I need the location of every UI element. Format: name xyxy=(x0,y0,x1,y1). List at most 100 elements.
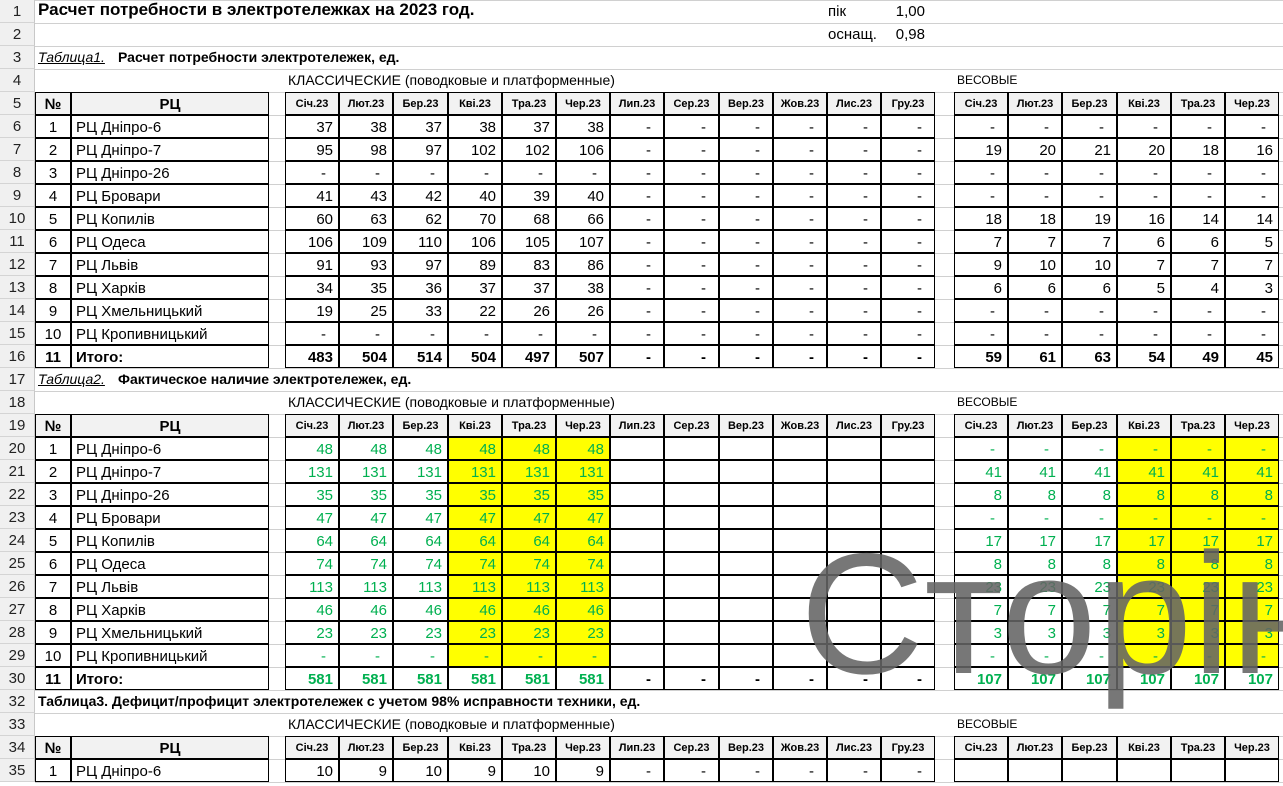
month-value-cell[interactable] xyxy=(827,598,881,621)
month-value-cell[interactable]: - xyxy=(339,644,393,667)
rc-name[interactable]: РЦ Копилів xyxy=(71,207,269,230)
month-value-cell[interactable]: - xyxy=(393,322,448,345)
month-value-cell[interactable]: - xyxy=(827,322,881,345)
month-value-cell[interactable]: 68 xyxy=(502,207,556,230)
month-value-cell[interactable]: - xyxy=(719,253,773,276)
month-value-cell[interactable]: - xyxy=(827,207,881,230)
month-value-cell[interactable]: - xyxy=(827,138,881,161)
param-value[interactable]: 1,00 xyxy=(895,3,925,20)
weight-value-cell[interactable]: 8 xyxy=(954,552,1008,575)
rc-name[interactable]: РЦ Львів xyxy=(71,575,269,598)
weight-value-cell[interactable]: 18 xyxy=(1171,138,1225,161)
month-value-cell[interactable] xyxy=(827,460,881,483)
weight-value-cell[interactable]: - xyxy=(1171,184,1225,207)
weight-value-cell[interactable]: 16 xyxy=(1117,207,1171,230)
weight-value-cell[interactable]: - xyxy=(1062,161,1117,184)
month-value-cell[interactable] xyxy=(881,506,935,529)
month-value-cell[interactable]: 74 xyxy=(448,552,502,575)
weight-value-cell[interactable]: - xyxy=(954,437,1008,460)
weight-value-cell[interactable]: - xyxy=(1117,437,1171,460)
row-header[interactable]: 20 xyxy=(0,437,35,460)
weight-value-cell[interactable]: 107 xyxy=(954,667,1008,690)
month-value-cell[interactable]: - xyxy=(773,276,827,299)
rc-name[interactable]: РЦ Дніпро-6 xyxy=(71,759,269,782)
weight-value-cell[interactable]: 107 xyxy=(1008,667,1062,690)
month-value-cell[interactable]: 102 xyxy=(448,138,502,161)
month-value-cell[interactable] xyxy=(773,529,827,552)
month-value-cell[interactable]: 37 xyxy=(285,115,339,138)
month-value-cell[interactable]: - xyxy=(881,184,935,207)
month-value-cell[interactable]: 37 xyxy=(502,115,556,138)
month-value-cell[interactable]: - xyxy=(881,759,935,782)
weight-value-cell[interactable]: 3 xyxy=(1062,621,1117,644)
rc-name[interactable]: РЦ Дніпро-6 xyxy=(71,437,269,460)
month-value-cell[interactable]: - xyxy=(719,667,773,690)
month-value-cell[interactable]: - xyxy=(881,276,935,299)
month-value-cell[interactable] xyxy=(610,552,664,575)
month-value-cell[interactable]: 504 xyxy=(339,345,393,368)
rc-name[interactable]: РЦ Бровари xyxy=(71,506,269,529)
param-value[interactable]: 0,98 xyxy=(895,26,925,43)
month-value-cell[interactable] xyxy=(610,529,664,552)
month-value-cell[interactable]: - xyxy=(773,759,827,782)
month-value-cell[interactable]: - xyxy=(664,759,719,782)
weight-value-cell[interactable]: 7 xyxy=(1171,598,1225,621)
weight-value-cell[interactable]: 10 xyxy=(1062,253,1117,276)
weight-value-cell[interactable]: - xyxy=(1225,299,1279,322)
month-value-cell[interactable]: - xyxy=(881,299,935,322)
month-value-cell[interactable]: - xyxy=(448,161,502,184)
weight-value-cell[interactable]: 6 xyxy=(1062,276,1117,299)
month-value-cell[interactable]: 131 xyxy=(285,460,339,483)
month-value-cell[interactable]: 497 xyxy=(502,345,556,368)
month-value-cell[interactable] xyxy=(664,460,719,483)
month-value-cell[interactable]: 35 xyxy=(339,276,393,299)
row-number[interactable]: 5 xyxy=(35,207,71,230)
month-value-cell[interactable]: 106 xyxy=(556,138,610,161)
month-value-cell[interactable]: 47 xyxy=(448,506,502,529)
month-value-cell[interactable]: 62 xyxy=(393,207,448,230)
weight-value-cell[interactable] xyxy=(1117,759,1171,782)
month-value-cell[interactable]: - xyxy=(610,299,664,322)
month-value-cell[interactable]: 36 xyxy=(393,276,448,299)
month-value-cell[interactable] xyxy=(773,437,827,460)
weight-value-cell[interactable]: 107 xyxy=(1117,667,1171,690)
weight-value-cell[interactable]: - xyxy=(1008,115,1062,138)
month-value-cell[interactable]: - xyxy=(502,644,556,667)
weight-value-cell[interactable]: 3 xyxy=(1117,621,1171,644)
month-value-cell[interactable] xyxy=(881,598,935,621)
weight-value-cell[interactable]: - xyxy=(954,161,1008,184)
month-value-cell[interactable]: 33 xyxy=(393,299,448,322)
month-value-cell[interactable]: 89 xyxy=(448,253,502,276)
month-value-cell[interactable]: 131 xyxy=(502,460,556,483)
month-value-cell[interactable] xyxy=(664,575,719,598)
weight-value-cell[interactable]: - xyxy=(1117,506,1171,529)
month-value-cell[interactable]: 47 xyxy=(556,506,610,529)
month-value-cell[interactable]: 35 xyxy=(339,483,393,506)
month-value-cell[interactable]: 26 xyxy=(502,299,556,322)
weight-value-cell[interactable]: 3 xyxy=(1225,621,1279,644)
weight-value-cell[interactable]: 20 xyxy=(1117,138,1171,161)
weight-value-cell[interactable]: - xyxy=(1117,299,1171,322)
month-value-cell[interactable]: 581 xyxy=(556,667,610,690)
month-value-cell[interactable] xyxy=(719,552,773,575)
month-value-cell[interactable]: - xyxy=(664,253,719,276)
month-value-cell[interactable]: - xyxy=(664,184,719,207)
month-value-cell[interactable]: 9 xyxy=(448,759,502,782)
weight-value-cell[interactable] xyxy=(1171,759,1225,782)
weight-value-cell[interactable]: - xyxy=(1171,299,1225,322)
month-value-cell[interactable]: - xyxy=(610,138,664,161)
weight-value-cell[interactable]: - xyxy=(1171,322,1225,345)
month-value-cell[interactable] xyxy=(719,621,773,644)
month-value-cell[interactable]: - xyxy=(610,667,664,690)
row-header[interactable]: 13 xyxy=(0,276,35,299)
month-value-cell[interactable]: 131 xyxy=(339,460,393,483)
month-value-cell[interactable]: 46 xyxy=(339,598,393,621)
month-value-cell[interactable]: 43 xyxy=(339,184,393,207)
month-value-cell[interactable] xyxy=(827,552,881,575)
month-value-cell[interactable] xyxy=(610,437,664,460)
month-value-cell[interactable]: - xyxy=(610,322,664,345)
month-value-cell[interactable]: - xyxy=(610,759,664,782)
month-value-cell[interactable] xyxy=(773,552,827,575)
weight-value-cell[interactable]: - xyxy=(954,184,1008,207)
row-header[interactable]: 7 xyxy=(0,138,35,161)
